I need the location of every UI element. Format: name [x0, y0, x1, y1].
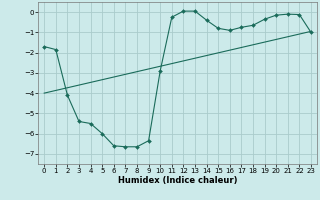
X-axis label: Humidex (Indice chaleur): Humidex (Indice chaleur): [118, 176, 237, 185]
